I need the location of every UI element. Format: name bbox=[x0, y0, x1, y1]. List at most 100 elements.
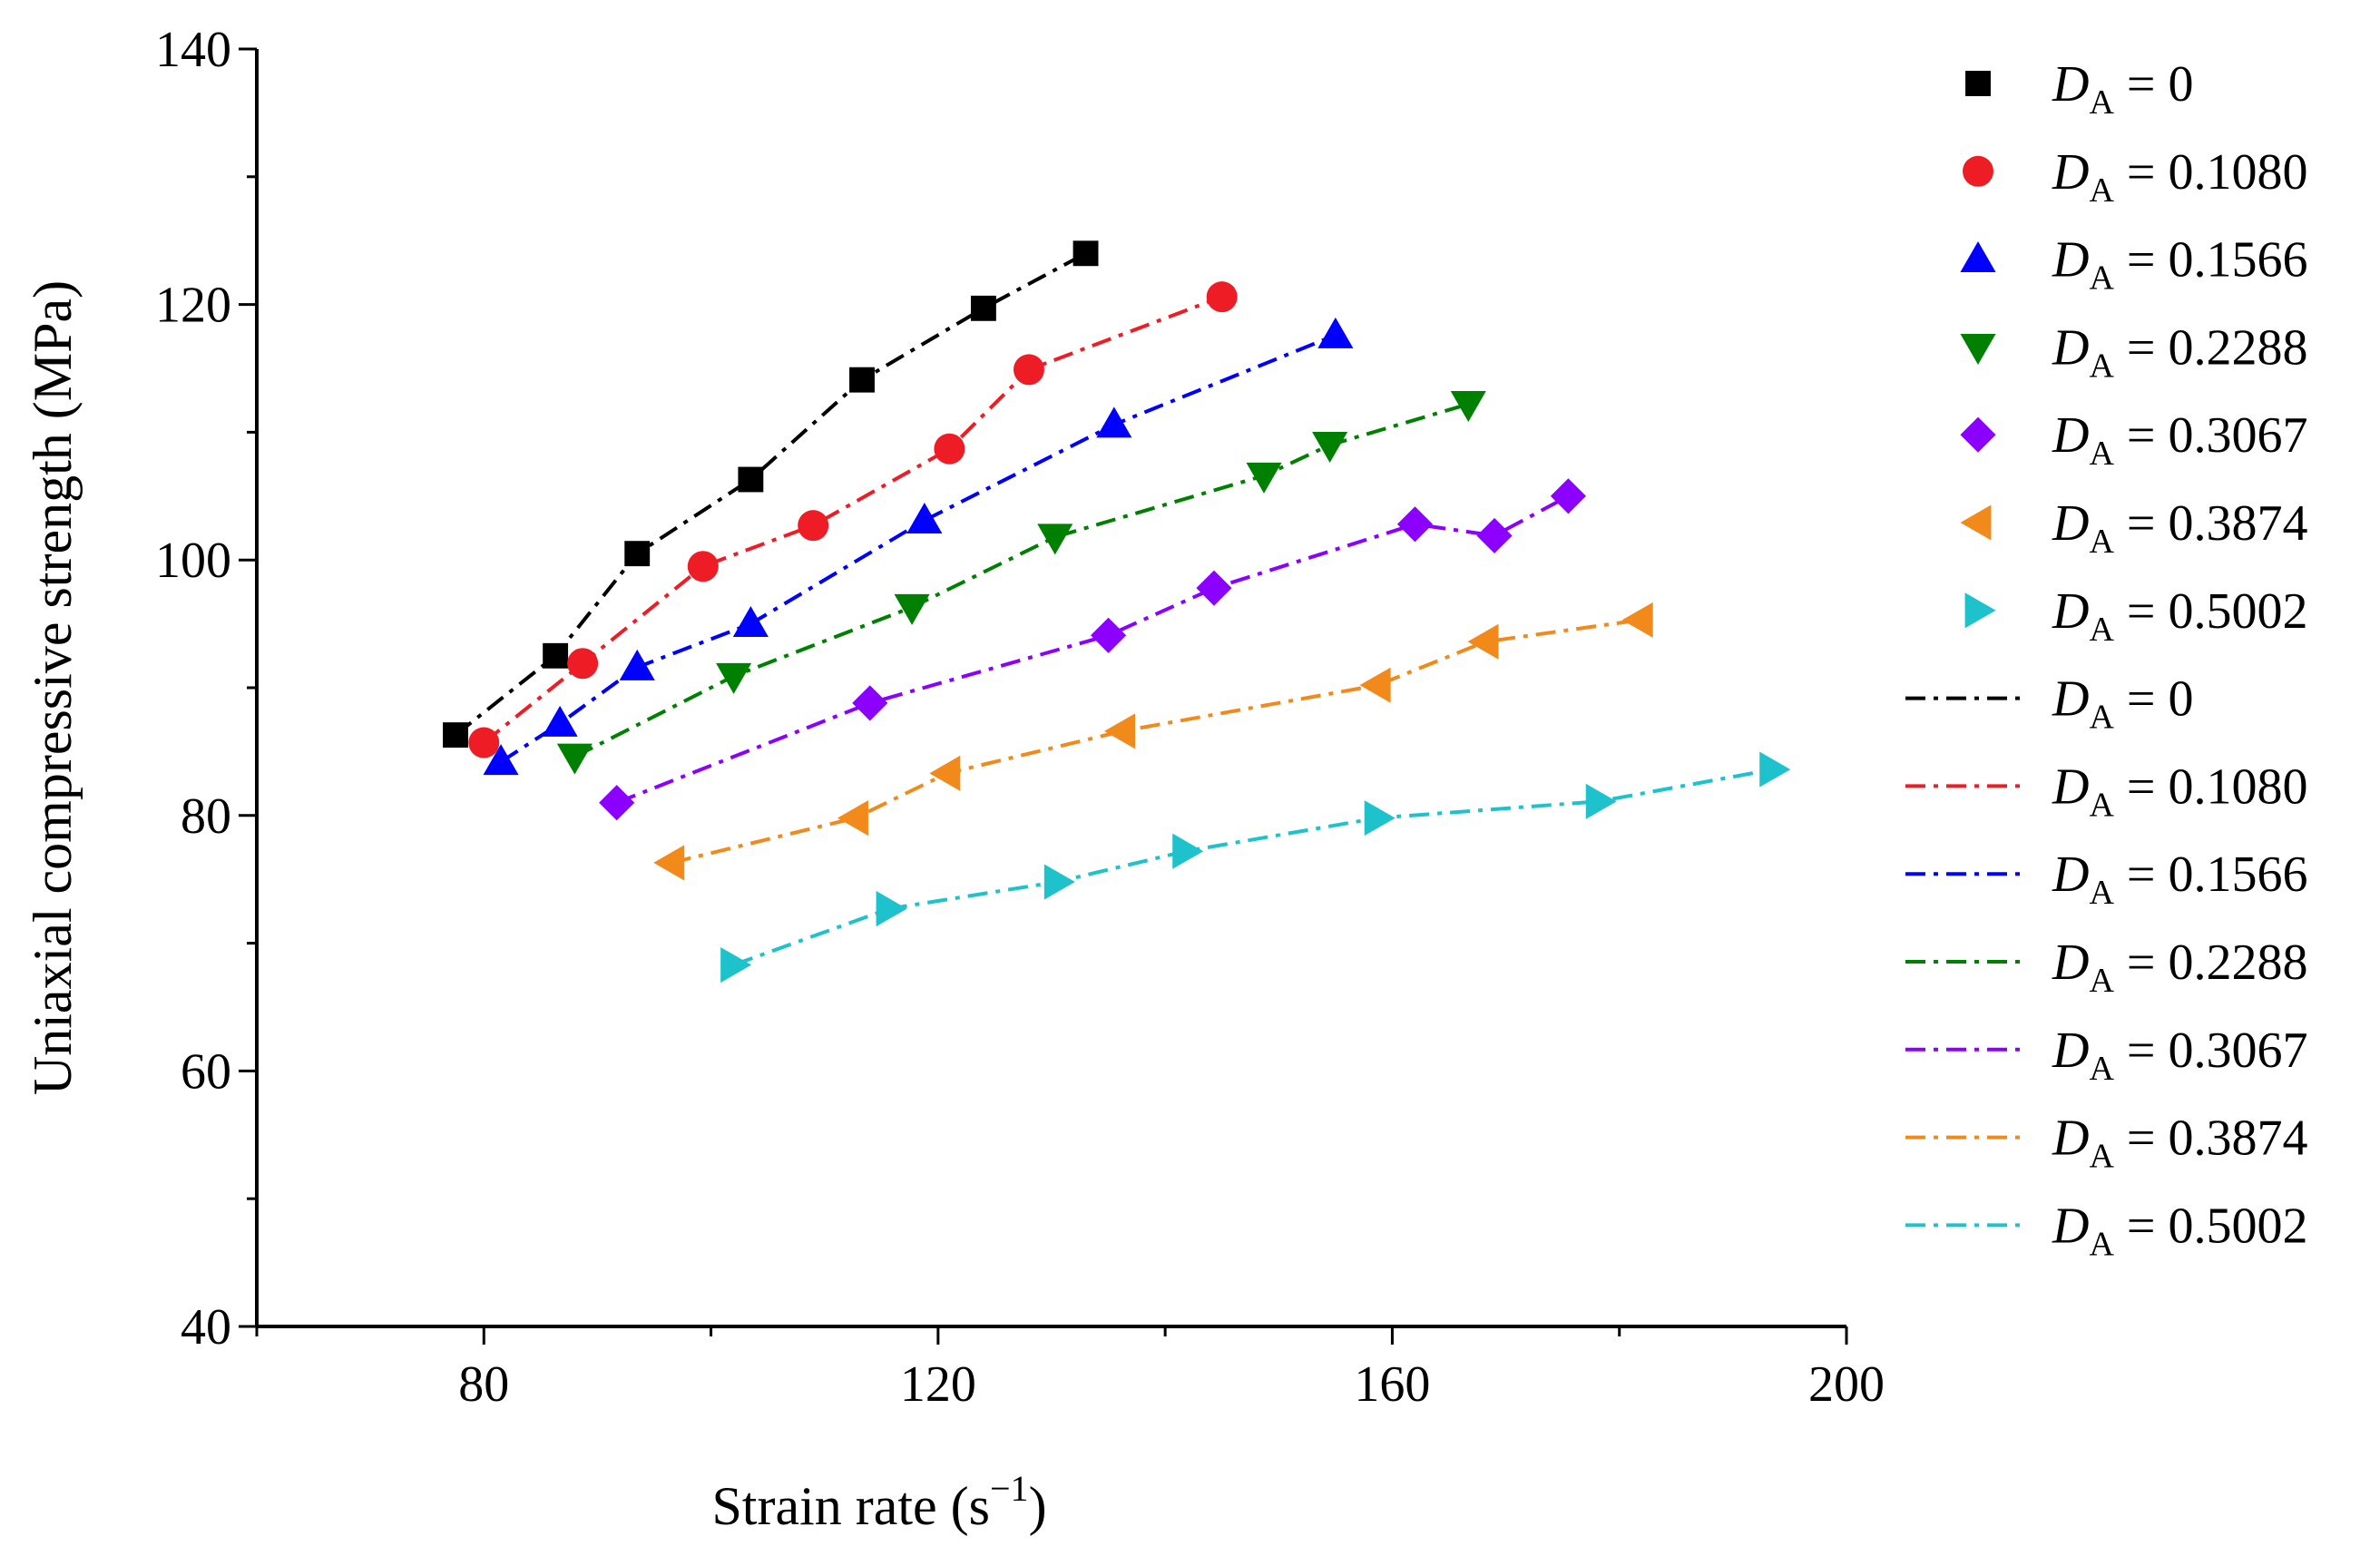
legend-marker-5 bbox=[1960, 504, 1992, 541]
legend-value: = 0.5002 bbox=[2114, 583, 2308, 640]
data-point-series-5 bbox=[1621, 602, 1653, 638]
y-tick-label: 120 bbox=[155, 278, 231, 334]
data-point-series-5 bbox=[1104, 713, 1136, 749]
legend-symbol: D bbox=[2052, 1023, 2089, 1079]
data-point-series-6 bbox=[876, 891, 907, 927]
data-point-series-3 bbox=[894, 593, 930, 625]
legend-value: = 0.3874 bbox=[2114, 495, 2308, 552]
data-point-series-2 bbox=[542, 705, 578, 737]
legend-label-line-1: DA = 0.1080 bbox=[2052, 758, 2308, 824]
legend-subscript: A bbox=[2089, 1050, 2114, 1088]
axes: 80 120 160 200 40 60 80 100 120 140 Strain rate (s… bbox=[23, 22, 1885, 1536]
legend-symbol: D bbox=[2052, 671, 2089, 728]
legend-symbol: D bbox=[2052, 583, 2089, 640]
data-point-series-3 bbox=[1312, 432, 1348, 464]
legend-subscript: A bbox=[2089, 1225, 2114, 1263]
y-axis-title: Uniaxial compressive strength (MPa) bbox=[23, 280, 83, 1095]
legend-label-line-6: DA = 0.5002 bbox=[2052, 1198, 2308, 1263]
legend-marker-0 bbox=[1965, 71, 1991, 96]
data-point-series-6 bbox=[1759, 751, 1791, 788]
data-point-series-0 bbox=[543, 642, 569, 669]
legend-symbol: D bbox=[2052, 1111, 2089, 1167]
series-line-6 bbox=[732, 768, 1774, 967]
x-tick-label: 80 bbox=[458, 1356, 509, 1413]
data-point-series-3 bbox=[716, 662, 752, 694]
data-point-series-0 bbox=[738, 466, 764, 493]
legend-marker-4 bbox=[1960, 416, 1996, 453]
legend-value: = 0.3067 bbox=[2114, 1023, 2308, 1079]
data-point-series-1 bbox=[687, 551, 719, 582]
data-point-series-0 bbox=[849, 367, 875, 393]
legend-marker-2 bbox=[1960, 241, 1996, 273]
data-point-series-3 bbox=[1246, 462, 1282, 494]
data-point-series-3 bbox=[1450, 390, 1486, 422]
y-tick-label: 80 bbox=[181, 788, 231, 845]
x-tick-label: 200 bbox=[1808, 1356, 1885, 1413]
legend-subscript: A bbox=[2089, 523, 2114, 561]
data-point-series-5 bbox=[653, 845, 685, 881]
legend-value: = 0.1080 bbox=[2114, 758, 2308, 815]
legend-label-marker-6: DA = 0.5002 bbox=[2052, 583, 2308, 649]
legend-value: = 0.5002 bbox=[2114, 1198, 2308, 1254]
legend-subscript: A bbox=[2089, 874, 2114, 912]
legend-symbol: D bbox=[2052, 407, 2089, 464]
legend-value: = 0 bbox=[2114, 671, 2194, 728]
data-point-series-1 bbox=[798, 510, 829, 542]
legend-subscript: A bbox=[2089, 611, 2114, 649]
legend-value: = 0.3874 bbox=[2114, 1111, 2308, 1167]
legend-symbol: D bbox=[2052, 935, 2089, 991]
plot-area bbox=[443, 240, 1791, 984]
legend-label-marker-2: DA = 0.1566 bbox=[2052, 232, 2308, 298]
legend-symbol: D bbox=[2052, 232, 2089, 289]
data-point-series-2 bbox=[732, 606, 769, 638]
legend-symbol: D bbox=[2052, 1198, 2089, 1254]
legend-subscript: A bbox=[2089, 786, 2114, 824]
data-point-series-0 bbox=[624, 541, 651, 567]
legend-subscript: A bbox=[2089, 699, 2114, 737]
legend-subscript: A bbox=[2089, 347, 2114, 385]
data-point-series-4 bbox=[1476, 517, 1513, 553]
legend-symbol: D bbox=[2052, 847, 2089, 903]
data-point-series-4 bbox=[852, 685, 888, 721]
data-point-series-5 bbox=[1467, 623, 1499, 660]
y-tick-label: 140 bbox=[155, 22, 231, 78]
legend-value: = 0.3067 bbox=[2114, 407, 2308, 464]
data-point-series-2 bbox=[1317, 317, 1354, 348]
data-point-series-6 bbox=[1364, 800, 1396, 837]
legend-label-marker-5: DA = 0.3874 bbox=[2052, 495, 2308, 561]
legend-marker-6 bbox=[1964, 592, 1996, 629]
x-axis-title-exponent: −1 bbox=[990, 1468, 1029, 1509]
legend-symbol: D bbox=[2052, 495, 2089, 552]
data-point-series-4 bbox=[599, 785, 635, 821]
data-point-series-1 bbox=[567, 648, 599, 680]
legend-value: = 0.2288 bbox=[2114, 319, 2308, 376]
legend-subscript: A bbox=[2089, 962, 2114, 1000]
legend-value: = 0.1566 bbox=[2114, 232, 2308, 289]
legend-label-marker-1: DA = 0.1080 bbox=[2052, 144, 2308, 210]
data-point-series-6 bbox=[1172, 833, 1204, 869]
legend-subscript: A bbox=[2089, 171, 2114, 210]
legend-marker-1 bbox=[1963, 155, 1993, 187]
legend-subscript: A bbox=[2089, 435, 2114, 473]
x-tick-label: 160 bbox=[1354, 1356, 1430, 1413]
data-point-series-0 bbox=[1072, 240, 1099, 267]
data-point-series-1 bbox=[1206, 281, 1238, 313]
legend-label-line-3: DA = 0.2288 bbox=[2052, 935, 2308, 1000]
data-point-series-5 bbox=[837, 800, 868, 837]
legend-label-marker-0: DA = 0 bbox=[2052, 56, 2194, 122]
legend-value: = 0 bbox=[2114, 56, 2194, 113]
data-point-series-1 bbox=[934, 433, 965, 465]
legend-label-marker-4: DA = 0.3067 bbox=[2052, 407, 2308, 473]
y-tick-label: 60 bbox=[181, 1043, 231, 1100]
legend-label-line-0: DA = 0 bbox=[2052, 671, 2194, 737]
x-axis-title: Strain rate (s−1) bbox=[711, 1468, 1046, 1536]
legend-subscript: A bbox=[2089, 259, 2114, 298]
data-point-series-6 bbox=[1585, 783, 1617, 819]
legend-symbol: D bbox=[2052, 144, 2089, 201]
data-point-series-4 bbox=[1396, 506, 1434, 543]
data-point-series-3 bbox=[556, 743, 593, 775]
y-tick-label: 100 bbox=[155, 533, 231, 589]
y-tick-label: 40 bbox=[181, 1299, 231, 1355]
